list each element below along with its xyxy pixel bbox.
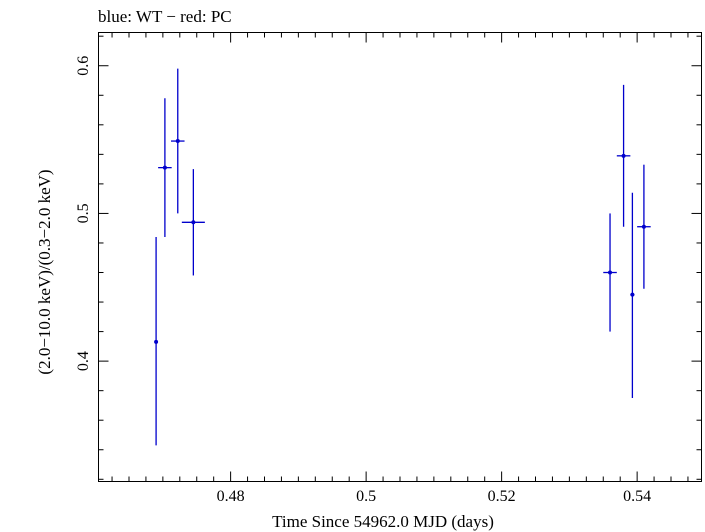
x-tick-label: 0.48 xyxy=(217,488,245,505)
data-series xyxy=(154,68,651,446)
chart-title: blue: WT − red: PC xyxy=(98,7,232,26)
data-point xyxy=(621,153,626,158)
data-point xyxy=(608,270,613,275)
data-point xyxy=(630,292,635,297)
data-point xyxy=(154,339,159,344)
y-tick-label: 0.4 xyxy=(75,351,92,371)
x-axis-label: Time Since 54962.0 MJD (days) xyxy=(272,512,494,531)
data-point xyxy=(641,224,646,229)
y-tick-label: 0.5 xyxy=(75,203,92,223)
series-wt xyxy=(154,68,651,446)
x-tick-label: 0.52 xyxy=(488,488,516,505)
plot-frame xyxy=(98,32,702,482)
y-axis: 0.4 0.5 0.6 xyxy=(75,35,702,480)
x-tick-label: 0.54 xyxy=(623,488,651,505)
x-axis: 0.48 0.5 0.52 0.54 xyxy=(111,32,689,505)
data-point xyxy=(162,165,167,170)
data-point xyxy=(175,139,180,144)
y-tick-label: 0.6 xyxy=(75,56,92,76)
x-tick-label: 0.5 xyxy=(356,488,376,505)
y-axis-label: (2.0−10.0 keV)/(0.3−2.0 keV) xyxy=(35,169,54,374)
data-point xyxy=(191,220,196,225)
